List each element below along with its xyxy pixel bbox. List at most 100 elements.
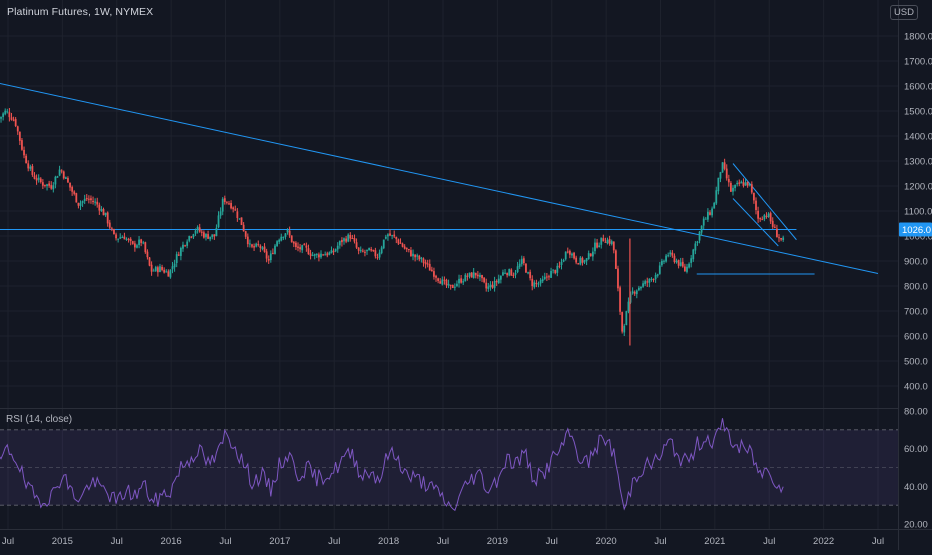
candle-body[interactable] — [719, 172, 722, 179]
candle-body[interactable] — [495, 280, 498, 283]
candle-body[interactable] — [464, 274, 467, 282]
candle-body[interactable] — [182, 244, 184, 249]
candle-body[interactable] — [238, 218, 241, 220]
candle-body[interactable] — [353, 238, 356, 242]
candle-body[interactable] — [554, 270, 557, 274]
candle-body[interactable] — [240, 217, 243, 225]
candle-body[interactable] — [753, 192, 755, 201]
candle-body[interactable] — [541, 279, 544, 282]
candle-body[interactable] — [10, 117, 13, 120]
candle-body[interactable] — [376, 257, 379, 259]
candle-body[interactable] — [462, 281, 465, 283]
candle-body[interactable] — [8, 112, 11, 118]
candle-body[interactable] — [642, 283, 644, 287]
candle-body[interactable] — [265, 251, 268, 259]
candle-body[interactable] — [175, 254, 178, 264]
candle-body[interactable] — [269, 253, 272, 261]
candle-body[interactable] — [131, 241, 134, 244]
candle-body[interactable] — [278, 239, 281, 242]
candle-body[interactable] — [426, 263, 429, 265]
candle-body[interactable] — [479, 274, 481, 278]
candle-body[interactable] — [631, 291, 634, 294]
candle-body[interactable] — [748, 183, 751, 186]
candle-body[interactable] — [625, 311, 628, 326]
candle-body[interactable] — [721, 162, 724, 173]
candle-body[interactable] — [470, 272, 473, 278]
currency-button[interactable]: USD — [889, 5, 918, 20]
candle-body[interactable] — [677, 260, 680, 266]
candle-body[interactable] — [154, 266, 157, 271]
candle-body[interactable] — [487, 286, 490, 289]
candle-body[interactable] — [707, 211, 709, 220]
candle-body[interactable] — [671, 252, 674, 256]
candle-body[interactable] — [148, 257, 151, 266]
candle-body[interactable] — [54, 176, 57, 185]
candle-body[interactable] — [535, 282, 538, 284]
candle-body[interactable] — [382, 239, 385, 249]
candle-body[interactable] — [650, 278, 653, 280]
candle-body[interactable] — [244, 231, 247, 237]
candle-body[interactable] — [259, 245, 262, 248]
candle-body[interactable] — [585, 258, 588, 262]
candle-body[interactable] — [755, 200, 757, 211]
candle-body[interactable] — [736, 182, 739, 185]
candle-body[interactable] — [727, 179, 730, 183]
candle-body[interactable] — [359, 250, 362, 252]
candle-body[interactable] — [309, 253, 312, 256]
candle-body[interactable] — [179, 247, 182, 256]
candle-body[interactable] — [303, 244, 306, 246]
candle-body[interactable] — [711, 208, 713, 216]
rsi-line[interactable] — [0, 418, 784, 512]
candle-body[interactable] — [73, 191, 76, 194]
candle-body[interactable] — [481, 274, 483, 279]
candle-body[interactable] — [334, 249, 337, 252]
candle-body[interactable] — [474, 272, 477, 276]
candle-body[interactable] — [709, 212, 711, 215]
candle-body[interactable] — [144, 242, 147, 253]
candle-body[interactable] — [341, 239, 343, 243]
candle-body[interactable] — [702, 218, 705, 226]
candle-body[interactable] — [686, 266, 688, 272]
candle-body[interactable] — [568, 250, 571, 255]
candle-body[interactable] — [679, 262, 682, 266]
candle-body[interactable] — [194, 230, 197, 234]
candle-body[interactable] — [441, 279, 444, 285]
candle-body[interactable] — [223, 198, 226, 202]
candle-body[interactable] — [675, 260, 678, 263]
candle-body[interactable] — [276, 241, 278, 247]
candle-body[interactable] — [4, 110, 7, 115]
candle-body[interactable] — [104, 212, 107, 216]
candle-body[interactable] — [152, 270, 155, 272]
candle-body[interactable] — [313, 254, 316, 256]
candle-body[interactable] — [579, 257, 582, 265]
candle-body[interactable] — [67, 178, 69, 183]
candle-body[interactable] — [217, 215, 220, 228]
candle-body[interactable] — [506, 273, 509, 276]
candle-body[interactable] — [472, 272, 475, 278]
candle-body[interactable] — [730, 182, 732, 192]
candle-body[interactable] — [529, 271, 532, 279]
candle-body[interactable] — [0, 116, 2, 119]
candle-body[interactable] — [202, 232, 205, 238]
candle-body[interactable] — [769, 213, 772, 222]
rsi-axis[interactable]: 80.00 60.00 40.00 20.00 — [904, 407, 928, 531]
candle-body[interactable] — [456, 283, 458, 287]
candle-body[interactable] — [113, 229, 115, 235]
candle-body[interactable] — [192, 234, 195, 238]
candle-body[interactable] — [186, 241, 189, 246]
candle-body[interactable] — [39, 178, 42, 182]
candle-body[interactable] — [2, 113, 5, 117]
candle-body[interactable] — [617, 268, 619, 289]
candle-body[interactable] — [550, 271, 552, 278]
candle-body[interactable] — [209, 236, 212, 240]
rsi-series[interactable] — [0, 418, 784, 512]
candle-body[interactable] — [575, 257, 578, 263]
candle-body[interactable] — [355, 242, 358, 248]
candle-body[interactable] — [587, 253, 590, 260]
channel-upper-line[interactable] — [732, 163, 797, 241]
candle-body[interactable] — [704, 218, 707, 220]
candle-body[interactable] — [527, 272, 529, 274]
candle-body[interactable] — [633, 292, 636, 294]
candle-body[interactable] — [274, 245, 276, 254]
candle-body[interactable] — [491, 284, 494, 288]
